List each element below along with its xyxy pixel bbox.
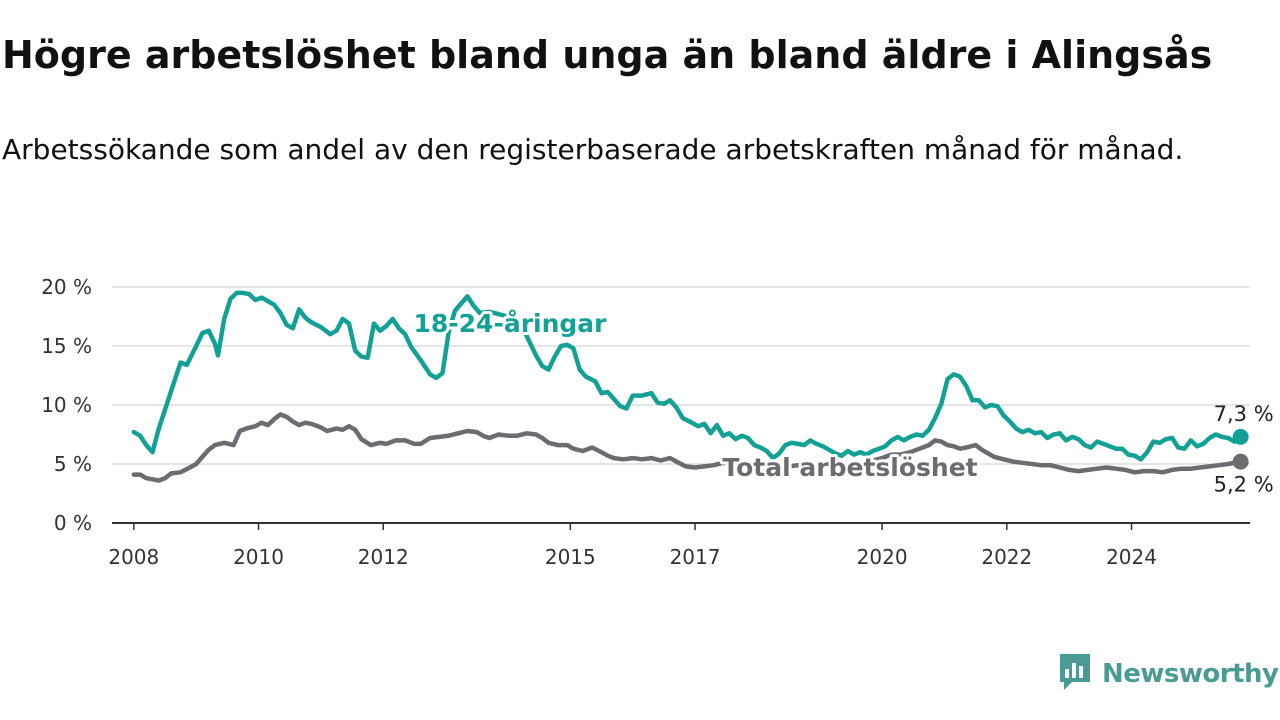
series-name-total: Total arbetslöshet [722, 453, 977, 482]
newsworthy-brand: Newsworthy [1058, 652, 1279, 696]
y-tick-label: 5 % [54, 452, 92, 476]
x-tick-label: 2010 [233, 545, 284, 569]
series-name-18-24: 18-24-åringar [414, 309, 608, 338]
x-tick-label: 2020 [857, 545, 908, 569]
newsworthy-logo-icon [1058, 652, 1092, 696]
end-point-total [1232, 453, 1249, 470]
y-axis-ticks: 0 % 5 % 10 % 15 % 20 % [41, 275, 92, 535]
y-tick-label: 20 % [41, 275, 92, 299]
y-tick-label: 10 % [41, 393, 92, 417]
chart-subtitle: Arbetssökande som andel av den registerb… [2, 133, 1184, 166]
brand-name: Newsworthy [1102, 659, 1279, 689]
end-label-18-24: 7,3 % [1214, 402, 1274, 426]
end-label-total: 5,2 % [1214, 473, 1274, 497]
x-tick-label: 2008 [108, 545, 159, 569]
series-labels: 7,3 % 5,2 % 18-24-åringar Total arbetslöshe… [411, 306, 1274, 497]
y-tick-label: 15 % [41, 334, 92, 358]
x-axis: 2008 2010 2012 2015 2017 2020 2022 2024 [108, 522, 1250, 569]
series-lines [131, 290, 1249, 483]
series-line-18-24 [131, 290, 1243, 462]
series-line-total [131, 412, 1243, 483]
x-tick-label: 2022 [981, 545, 1032, 569]
y-tick-label: 0 % [54, 511, 92, 535]
x-tick-label: 2017 [670, 545, 721, 569]
x-tick-label: 2015 [545, 545, 596, 569]
chart-title: Högre arbetslöshet bland unga än bland ä… [2, 33, 1213, 77]
x-tick-label: 2012 [358, 545, 409, 569]
x-tick-label: 2024 [1106, 545, 1157, 569]
end-point-18-24 [1232, 428, 1249, 445]
